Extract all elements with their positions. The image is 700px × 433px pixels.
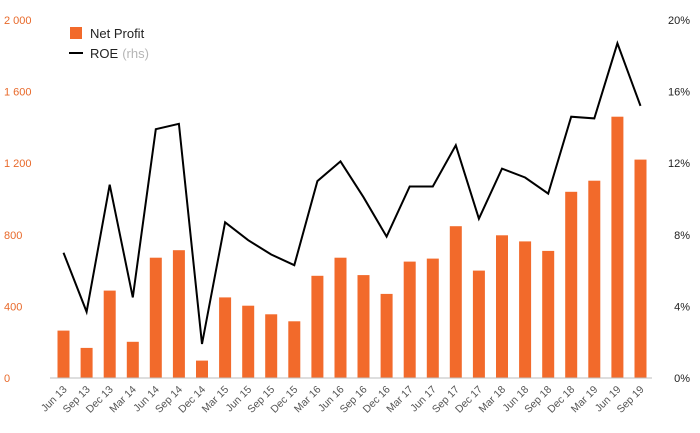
bar-sep-15 bbox=[265, 314, 278, 378]
bar-mar-16 bbox=[311, 275, 324, 378]
bar-jun-14 bbox=[149, 257, 162, 378]
bar-mar-17 bbox=[403, 261, 416, 378]
left-tick-label: 2 000 bbox=[4, 15, 32, 27]
bars-layer bbox=[57, 116, 647, 378]
bar-jun-18 bbox=[519, 241, 532, 378]
x-tick-label: Mar 14 bbox=[107, 384, 139, 416]
legend-label: Net Profit bbox=[90, 26, 145, 41]
bar-jun-19 bbox=[611, 116, 624, 378]
left-axis: 0 400 800 1 200 1 600 2 000 bbox=[4, 15, 32, 385]
bar-sep-16 bbox=[357, 275, 370, 378]
bar-jun-16 bbox=[334, 257, 347, 378]
bar-sep-17 bbox=[449, 226, 462, 378]
left-tick-label: 1 600 bbox=[4, 87, 32, 99]
left-tick-label: 400 bbox=[4, 301, 22, 313]
x-tick-label: Mar 15 bbox=[200, 384, 232, 416]
bar-mar-18 bbox=[496, 235, 508, 378]
right-tick-label: 0% bbox=[674, 373, 690, 385]
roe-line bbox=[62, 40, 642, 345]
left-tick-label: 0 bbox=[4, 373, 10, 385]
bar-jun-13 bbox=[57, 330, 70, 378]
left-tick-label: 800 bbox=[4, 230, 22, 242]
legend-suffix: (rhs) bbox=[122, 46, 149, 61]
bar-sep-14 bbox=[172, 250, 185, 378]
right-tick-label: 12% bbox=[668, 158, 690, 170]
x-tick-label: Mar 17 bbox=[384, 384, 416, 416]
legend: Net Profit ROE (rhs) bbox=[69, 26, 149, 61]
bar-mar-14 bbox=[126, 341, 139, 378]
legend-swatch-net-profit bbox=[70, 27, 82, 39]
bar-jun-15 bbox=[242, 305, 255, 378]
bar-sep-18 bbox=[542, 250, 555, 378]
x-tick-label: Mar 19 bbox=[569, 384, 601, 416]
bar-mar-19 bbox=[588, 180, 601, 378]
bar-dec-16 bbox=[380, 293, 393, 378]
right-tick-label: 4% bbox=[674, 301, 690, 313]
bar-sep-13 bbox=[80, 347, 93, 378]
line-layer bbox=[62, 40, 642, 345]
bar-jun-17 bbox=[426, 258, 439, 378]
right-tick-label: 8% bbox=[674, 230, 690, 242]
x-tick-label: Mar 16 bbox=[292, 384, 324, 416]
bar-dec-14 bbox=[196, 360, 208, 378]
left-tick-label: 1 200 bbox=[4, 158, 32, 170]
bar-mar-15 bbox=[219, 297, 232, 378]
legend-label: ROE bbox=[90, 46, 119, 61]
bar-dec-13 bbox=[103, 290, 116, 378]
bar-dec-17 bbox=[472, 270, 485, 378]
right-tick-label: 20% bbox=[668, 15, 690, 27]
bar-sep-19 bbox=[634, 159, 647, 378]
bar-dec-18 bbox=[565, 191, 578, 378]
bar-dec-15 bbox=[288, 321, 301, 378]
right-tick-label: 16% bbox=[668, 87, 690, 99]
right-axis: 0% 4% 8% 12% 16% 20% bbox=[668, 15, 690, 385]
x-tick-label: Mar 18 bbox=[477, 384, 509, 416]
